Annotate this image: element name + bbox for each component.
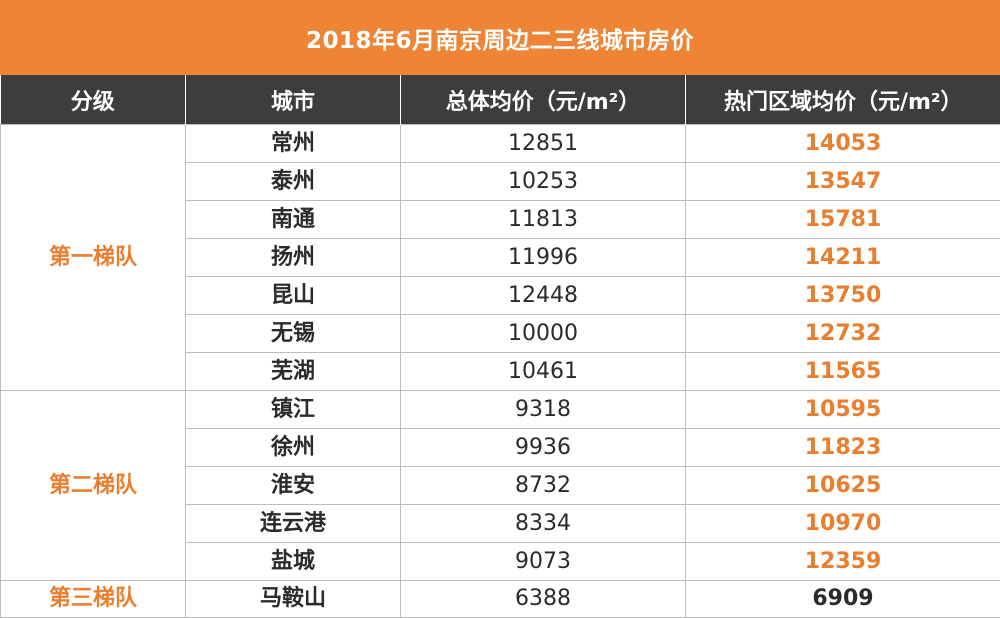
avg-price-cell: 8334 (401, 505, 686, 543)
hot-price-cell: 14053 (686, 125, 1000, 163)
city-cell: 南通 (186, 201, 401, 239)
city-cell: 盐城 (186, 543, 401, 581)
table-row: 第一梯队 常州 12851 14053 (1, 125, 1000, 163)
city-cell: 淮安 (186, 467, 401, 505)
city-cell: 泰州 (186, 163, 401, 201)
hot-price-cell: 10970 (686, 505, 1000, 543)
header-avg-price: 总体均价（元/m²） (401, 75, 686, 125)
city-cell: 连云港 (186, 505, 401, 543)
city-cell: 常州 (186, 125, 401, 163)
hot-price-cell: 10595 (686, 391, 1000, 429)
hot-price-cell: 11565 (686, 353, 1000, 391)
avg-price-cell: 10000 (401, 315, 686, 353)
avg-price-cell: 9318 (401, 391, 686, 429)
hot-price-cell: 13547 (686, 163, 1000, 201)
city-cell: 昆山 (186, 277, 401, 315)
hot-price-cell: 12732 (686, 315, 1000, 353)
header-row: 分级 城市 总体均价（元/m²） 热门区域均价（元/m²） (1, 75, 1000, 125)
avg-price-cell: 12851 (401, 125, 686, 163)
city-cell: 镇江 (186, 391, 401, 429)
price-table: 分级 城市 总体均价（元/m²） 热门区域均价（元/m²） 第一梯队 常州 12… (0, 75, 1000, 618)
city-cell: 徐州 (186, 429, 401, 467)
avg-price-cell: 11996 (401, 239, 686, 277)
tier-label: 第一梯队 (1, 125, 186, 391)
table-title: 2018年6月南京周边二三线城市房价 (0, 0, 1000, 75)
hot-price-cell: 14211 (686, 239, 1000, 277)
avg-price-cell: 8732 (401, 467, 686, 505)
tier-label: 第二梯队 (1, 391, 186, 581)
city-cell: 无锡 (186, 315, 401, 353)
hot-price-cell: 10625 (686, 467, 1000, 505)
avg-price-cell: 9073 (401, 543, 686, 581)
city-cell: 芜湖 (186, 353, 401, 391)
avg-price-cell: 9936 (401, 429, 686, 467)
avg-price-cell: 10253 (401, 163, 686, 201)
hot-price-cell: 13750 (686, 277, 1000, 315)
avg-price-cell: 11813 (401, 201, 686, 239)
hot-price-cell: 15781 (686, 201, 1000, 239)
city-cell: 扬州 (186, 239, 401, 277)
hot-price-cell: 12359 (686, 543, 1000, 581)
header-tier: 分级 (1, 75, 186, 125)
table-row: 第二梯队 镇江 9318 10595 (1, 391, 1000, 429)
hot-price-cell: 11823 (686, 429, 1000, 467)
avg-price-cell: 12448 (401, 277, 686, 315)
header-hot-price: 热门区域均价（元/m²） (686, 75, 1000, 125)
avg-price-cell: 10461 (401, 353, 686, 391)
header-city: 城市 (186, 75, 401, 125)
